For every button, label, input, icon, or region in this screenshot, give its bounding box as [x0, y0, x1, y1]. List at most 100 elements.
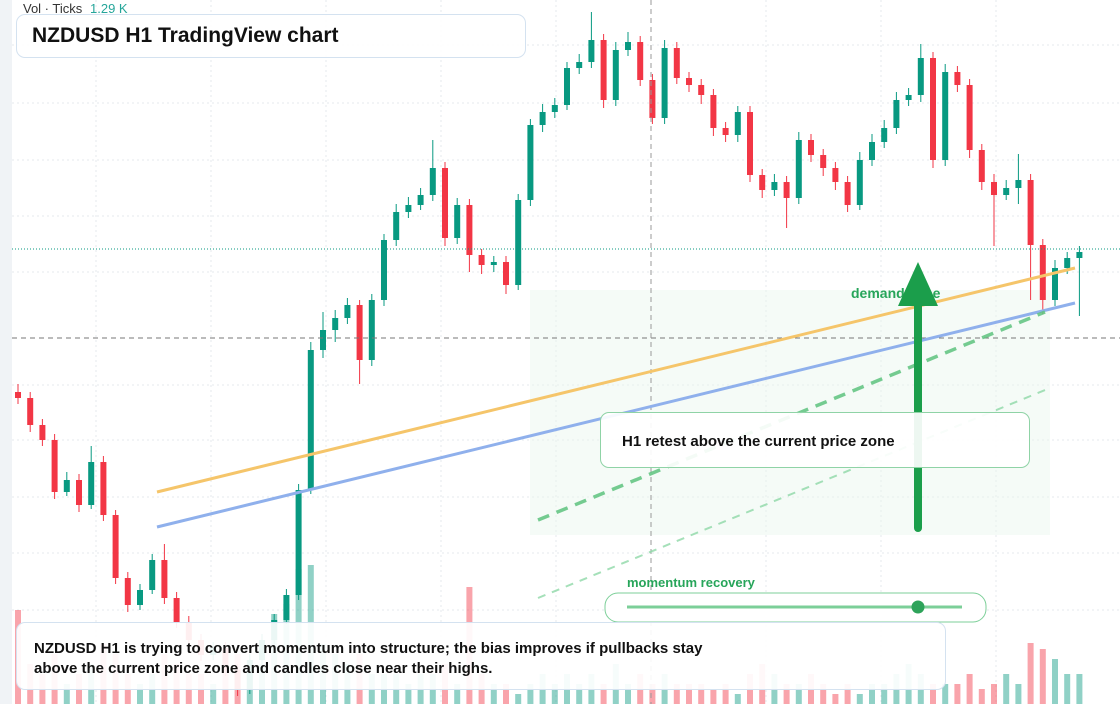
- volume-bar: [856, 694, 863, 704]
- volume-bar: [490, 684, 497, 704]
- retest-box: H1 retest above the current price zone: [600, 412, 1030, 468]
- slider-label: momentum recovery: [627, 575, 756, 590]
- slider-knob[interactable]: [911, 600, 925, 614]
- candle-body: [356, 305, 363, 360]
- candle-body: [539, 112, 546, 125]
- title: NZDUSD H1 TradingView chart: [32, 24, 339, 47]
- candle-body: [320, 330, 326, 350]
- volume-bar: [832, 694, 839, 704]
- volume-bar: [1039, 649, 1046, 704]
- volume-bar: [1015, 684, 1022, 704]
- candle-body: [1076, 252, 1083, 258]
- candle-body: [917, 58, 924, 95]
- volume-bar: [844, 684, 851, 704]
- candle-body: [417, 195, 424, 205]
- candle-body: [112, 515, 119, 578]
- volume-bar: [576, 684, 583, 704]
- candle-body: [27, 398, 34, 425]
- candle-body: [551, 105, 558, 112]
- volume-bar: [734, 694, 741, 704]
- volume-bar: [686, 684, 692, 704]
- candle-body: [466, 205, 473, 255]
- candle-body: [576, 62, 583, 68]
- candle-body: [930, 58, 936, 160]
- candle-body: [1015, 180, 1022, 188]
- candle-body: [612, 50, 619, 100]
- candle-body: [393, 212, 400, 240]
- candle-body: [698, 85, 705, 95]
- candle-body: [527, 125, 534, 200]
- candle-body: [381, 240, 387, 300]
- volume-bar: [820, 684, 827, 704]
- volume-bar: [210, 684, 217, 704]
- candle-body: [51, 440, 58, 492]
- candle-body: [332, 318, 339, 330]
- candle-body: [966, 85, 973, 150]
- candle-body: [661, 48, 668, 118]
- candle-body: [307, 350, 314, 490]
- candles: [15, 12, 1083, 696]
- candle-body: [173, 598, 180, 622]
- candle-body: [88, 462, 95, 505]
- volume-bar: [137, 684, 143, 704]
- candle-body: [503, 262, 509, 285]
- candle-body: [283, 595, 290, 620]
- caption-line: NZDUSD H1 is trying to convert momentum …: [34, 640, 703, 657]
- axis-strip: [0, 0, 12, 704]
- candle-body: [15, 392, 21, 398]
- volume-bar: [991, 684, 997, 704]
- volume-bar: [1003, 674, 1010, 704]
- candle-body: [600, 40, 607, 100]
- candle-body: [991, 182, 997, 195]
- volume-bar: [869, 684, 875, 704]
- candle-body: [564, 68, 570, 105]
- candle-body: [820, 155, 827, 168]
- grid: [12, 0, 1120, 704]
- volume-bar: [722, 684, 729, 704]
- candle-body: [783, 182, 790, 198]
- candle-body: [637, 42, 644, 80]
- volume-bar: [783, 684, 790, 704]
- volume-bar: [454, 684, 461, 704]
- volume-bar: [795, 684, 802, 704]
- volume-bar: [1027, 643, 1034, 704]
- volume-bar: [698, 684, 705, 704]
- dashed-support-lower: [537, 387, 1051, 599]
- candle-body: [442, 168, 448, 238]
- volume-value: 1.29 K: [90, 1, 128, 16]
- candle-body: [686, 78, 692, 85]
- candle-body: [429, 168, 436, 195]
- candle-body: [881, 128, 888, 142]
- candle-body: [39, 425, 46, 440]
- volume-bar: [1076, 674, 1083, 704]
- candle-body: [344, 305, 351, 318]
- volume-bar: [710, 689, 717, 704]
- volume-bar: [1052, 659, 1058, 704]
- volume-legend: Vol · Ticks: [23, 1, 83, 16]
- candle-body: [478, 255, 485, 265]
- candle-body: [76, 480, 82, 505]
- candle-body: [759, 175, 766, 190]
- candle-body: [137, 590, 143, 605]
- candle-body: [124, 578, 131, 605]
- candle-body: [673, 48, 680, 78]
- candle-body: [295, 490, 302, 595]
- candle-body: [161, 560, 168, 598]
- candle-body: [1039, 245, 1046, 300]
- candle-body: [844, 182, 851, 205]
- retest-text: H1 retest above the current price zone: [622, 433, 895, 450]
- candle-body: [149, 560, 156, 590]
- volume-bar: [649, 684, 656, 704]
- volume-bar: [966, 674, 973, 704]
- volume-bar: [527, 684, 534, 704]
- volume-bar: [63, 684, 70, 704]
- candle-body: [832, 168, 839, 182]
- volume-bar: [625, 684, 631, 704]
- candle-body: [405, 205, 412, 212]
- candle-body: [771, 182, 778, 190]
- volume-bar: [978, 689, 985, 704]
- candle-body: [747, 112, 753, 175]
- candle-body: [942, 72, 949, 160]
